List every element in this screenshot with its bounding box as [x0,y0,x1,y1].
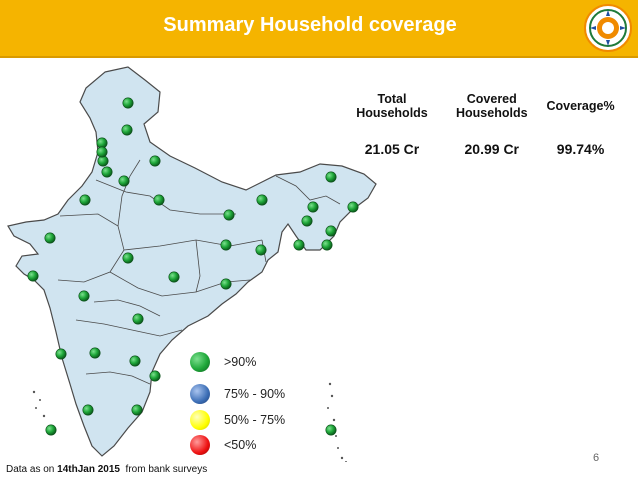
footnote-suffix: from bank surveys [119,464,208,475]
state-coverage-dot [82,404,94,416]
footnote-prefix: Data as on [6,464,58,475]
state-coverage-dot [131,404,143,416]
cell-total-households: 21.05 Cr [364,141,420,157]
col-covered-households: Covered Households [448,80,536,132]
state-coverage-dot [220,278,232,290]
state-coverage-dot [325,424,337,436]
state-coverage-dot [220,239,232,251]
state-coverage-dot [168,271,180,283]
legend-label: 50% - 75% [224,413,286,427]
legend-item-75-90: 75% - 90% [190,382,285,406]
page-number: 6 [593,452,600,464]
state-coverage-dot [122,252,134,264]
table-header-row: Total Households Covered Households Cove… [336,80,626,132]
legend-item-50-75: 50% - 75% [190,408,285,432]
table-row: 21.05 Cr 20.99 Cr 99.74% [336,132,626,166]
state-coverage-dot [223,209,235,221]
yellow-dot-icon [190,410,210,430]
legend-label: 75% - 90% [224,387,286,401]
legend-label: <50% [224,438,257,452]
state-coverage-dot [325,171,337,183]
state-coverage-dot [321,239,333,251]
legend-item-gt90: >90% [190,350,256,374]
blue-dot-icon [190,384,210,404]
state-coverage-dot [255,244,267,256]
title-bar: Summary Household coverage [0,0,638,58]
legend-label: >90% [224,355,257,369]
state-coverage-dot [293,239,305,251]
footnote: Data as on 14thJan 2015 from bank survey… [6,464,207,475]
state-coverage-dot [118,175,130,187]
state-coverage-dot [129,355,141,367]
cell-covered-households: 20.99 Cr [464,141,519,157]
slide-title: Summary Household coverage [163,14,457,36]
green-dot-icon [190,352,210,372]
state-coverage-dot [132,313,144,325]
col-coverage: Coverage% [535,80,626,132]
state-coverage-dot [121,124,133,136]
state-coverage-dot [89,347,101,359]
coverage-table: Total Households Covered Households Cove… [336,80,626,166]
island-dots [32,382,347,462]
footnote-date: 14thJan 2015 [57,464,120,475]
state-coverage-dot [44,232,56,244]
pmjdy-logo-icon [584,4,632,52]
state-coverage-dot [101,166,113,178]
legend-item-lt50: <50% [190,433,256,457]
state-coverage-dot [149,370,161,382]
col-total-households: Total Households [336,80,448,132]
state-coverage-dot [153,194,165,206]
cell-coverage: 99.74% [556,141,605,157]
state-coverage-dot [55,348,67,360]
state-coverage-dot [307,201,319,213]
state-coverage-dot [96,146,108,158]
state-coverage-dot [256,194,268,206]
state-coverage-dot [325,225,337,237]
state-coverage-dot [27,270,39,282]
india-map [7,66,377,462]
state-coverage-dot [301,215,313,227]
state-coverage-dot [347,201,359,213]
state-coverage-dot [45,424,57,436]
red-dot-icon [190,435,210,455]
state-coverage-dot [122,97,134,109]
state-coverage-dot [149,155,161,167]
state-coverage-dot [78,290,90,302]
state-coverage-dot [79,194,91,206]
